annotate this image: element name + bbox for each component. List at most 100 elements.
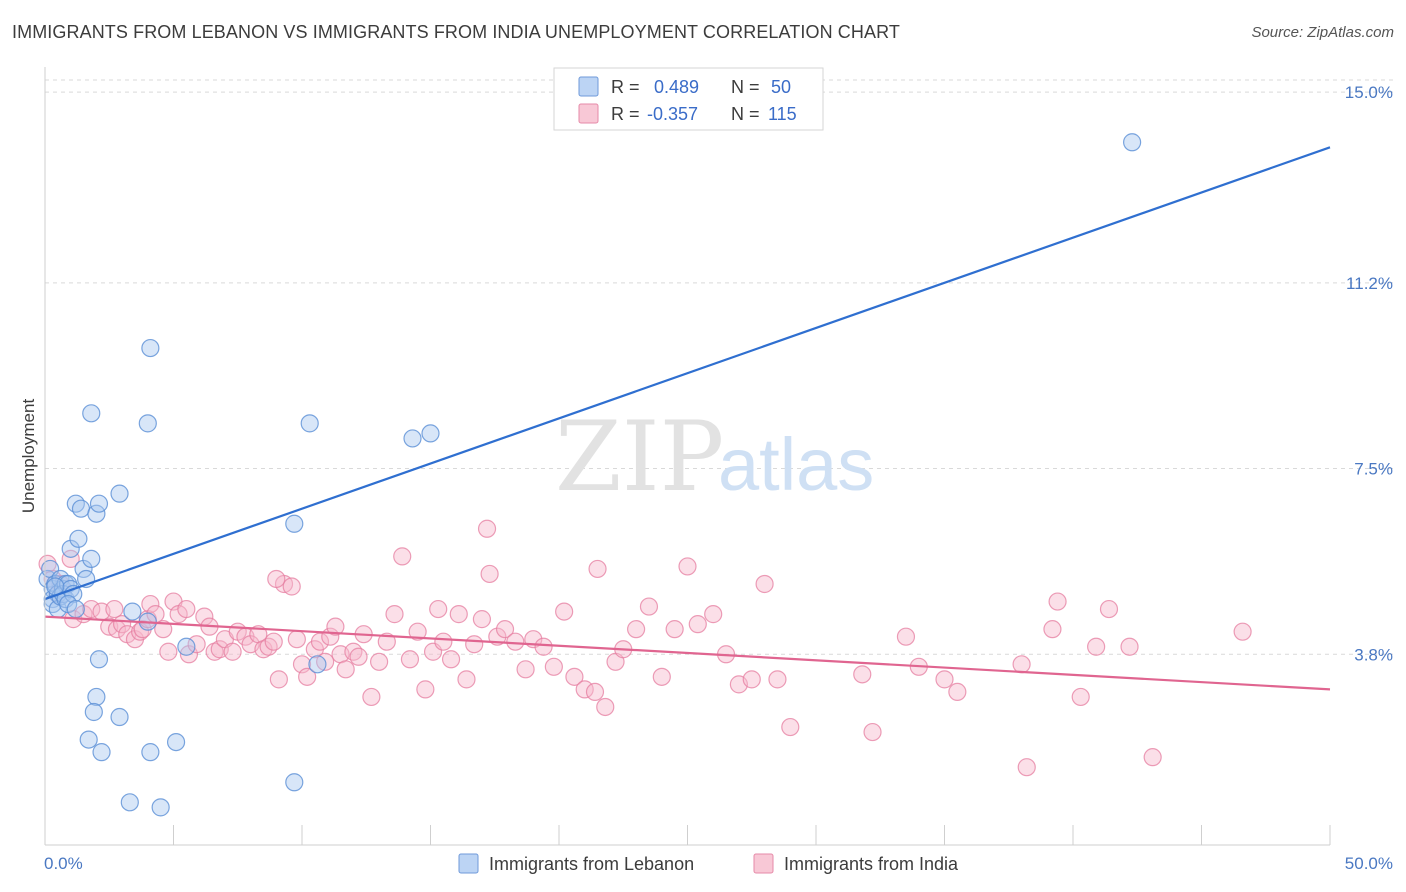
india-point <box>408 622 427 641</box>
stats-legend: R = 0.489 N = 50 R = -0.357 N = 115 <box>553 67 824 131</box>
india-point <box>516 660 535 679</box>
india-point <box>282 577 301 596</box>
india-point <box>863 722 882 742</box>
india-point <box>254 640 273 659</box>
lebanon-point <box>61 539 80 558</box>
lebanon-point <box>89 650 109 669</box>
lebanon-point <box>1123 133 1142 152</box>
india-point <box>639 597 659 616</box>
lebanon-trend-line <box>44 146 1331 601</box>
india-point <box>534 637 553 656</box>
india-point <box>449 605 468 624</box>
stats-r-label-india: R = <box>611 104 640 124</box>
legend-label-lebanon: Immigrants from Lebanon <box>489 854 694 874</box>
stats-n-label-lebanon: N = <box>731 77 760 97</box>
axes-layer: 3.8% 7.5% 11.2% 15.0% 0.0% 50.0% <box>44 67 1393 873</box>
lebanon-point <box>141 743 160 762</box>
stats-n-value-lebanon: 50 <box>771 77 791 97</box>
india-point <box>385 605 404 624</box>
india-point <box>1048 592 1067 611</box>
india-point <box>704 605 723 624</box>
india-point <box>477 519 497 538</box>
india-point <box>1043 620 1062 639</box>
india-point <box>61 549 80 568</box>
stats-n-label-india: N = <box>731 104 760 124</box>
lebanon-point <box>66 599 85 619</box>
india-point <box>755 574 774 594</box>
india-point <box>544 657 563 676</box>
watermark-atlas: atlas <box>718 423 874 506</box>
india-point <box>344 642 363 661</box>
y-tick-label: 15.0% <box>1345 83 1393 102</box>
india-point <box>1012 655 1031 674</box>
lebanon-point <box>166 733 186 752</box>
source-label: Source: ZipAtlas.com <box>1251 24 1394 41</box>
india-point <box>1099 599 1119 619</box>
india-point <box>768 670 787 689</box>
india-point <box>457 670 476 689</box>
india-point <box>336 660 355 679</box>
watermark-zip: ZIP <box>555 401 724 513</box>
y-tick-label: 7.5% <box>1354 460 1393 479</box>
lebanon-point <box>69 529 88 548</box>
trend-lines <box>44 146 1331 691</box>
lebanon-point <box>403 429 422 448</box>
chart-title: IMMIGRANTS FROM LEBANON VS IMMIGRANTS FR… <box>12 22 900 42</box>
india-point <box>159 642 178 661</box>
india-point <box>1120 637 1139 656</box>
lebanon-point <box>92 743 111 762</box>
india-point <box>588 559 607 579</box>
x-tick-label: 50.0% <box>1345 854 1393 873</box>
x-tick-label: 0.0% <box>44 854 83 873</box>
lebanon-points <box>38 133 1142 817</box>
stats-r-value-lebanon: 0.489 <box>654 77 699 97</box>
india-point <box>400 650 420 669</box>
india-point <box>742 670 761 689</box>
india-point <box>362 687 381 707</box>
india-point <box>1143 748 1162 767</box>
lebanon-point <box>421 424 440 443</box>
india-point <box>377 632 396 651</box>
stats-legend-swatch-india <box>578 103 599 124</box>
india-point <box>495 620 515 639</box>
lebanon-point <box>89 494 109 513</box>
india-point <box>781 717 800 737</box>
stats-r-value-india: -0.357 <box>647 104 698 124</box>
india-point <box>465 635 484 654</box>
india-point <box>326 617 345 636</box>
grid-layer <box>45 79 1395 655</box>
india-point <box>141 594 160 614</box>
india-point <box>287 630 306 649</box>
lebanon-point <box>79 730 98 749</box>
y-tick-label: 3.8% <box>1354 645 1393 664</box>
stats-legend-swatch-lebanon <box>578 76 599 97</box>
stats-n-value-india: 115 <box>768 104 797 124</box>
india-point <box>948 682 967 702</box>
india-point <box>1233 622 1252 641</box>
stats-r-label-lebanon: R = <box>611 77 640 97</box>
india-point <box>205 642 224 661</box>
india-point <box>596 697 615 717</box>
india-point <box>259 637 278 656</box>
lebanon-point <box>84 702 103 722</box>
india-point <box>434 632 453 651</box>
india-point <box>1087 637 1106 656</box>
india-point <box>652 667 671 686</box>
legend-swatch-india <box>753 853 774 874</box>
lebanon-point <box>87 687 106 707</box>
india-point <box>349 647 368 666</box>
legend-swatch-lebanon <box>458 853 479 874</box>
watermark: ZIP atlas <box>555 401 874 513</box>
india-point <box>264 632 283 651</box>
india-point <box>177 599 196 619</box>
lebanon-point <box>285 514 304 533</box>
lebanon-point <box>300 414 319 433</box>
india-point <box>154 620 173 639</box>
india-point <box>688 615 707 634</box>
india-point <box>269 670 288 689</box>
india-point <box>506 632 525 651</box>
india-point <box>416 680 435 699</box>
india-point <box>853 665 872 684</box>
series-legend: Immigrants from Lebanon Immigrants from … <box>458 853 959 874</box>
